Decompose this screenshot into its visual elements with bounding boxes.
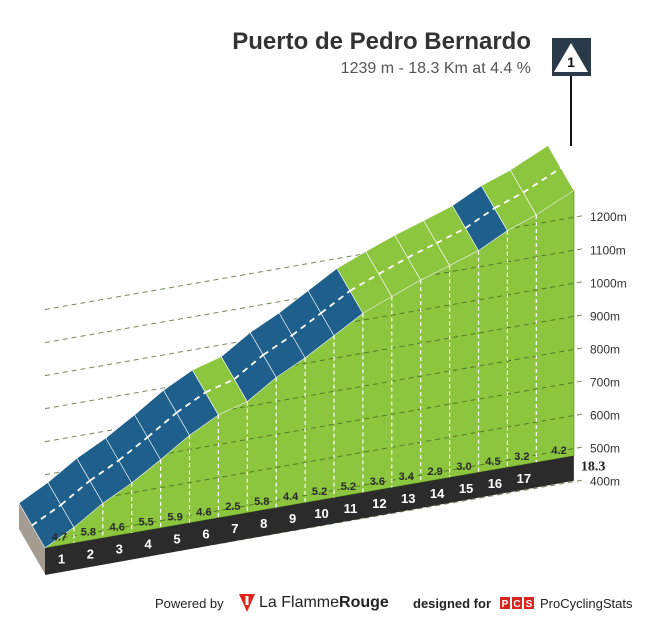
- km-label: 17: [517, 471, 531, 486]
- km-label: 1: [58, 551, 65, 566]
- gradient-label: 4.5: [485, 456, 500, 468]
- gradient-label: 3.2: [514, 451, 529, 463]
- pcs-badge-icon: P C S: [500, 597, 534, 610]
- gradient-label: 5.2: [312, 486, 327, 498]
- km-label: 7: [231, 521, 238, 536]
- road-centerline-13: [378, 256, 409, 275]
- gradient-label: 4.4: [283, 491, 299, 503]
- elevation-profile-chart: 400m 500m 600m 700m 800m 900m 1000m 1100m 1200m 1…: [18, 38, 627, 575]
- gradient-label: 5.8: [254, 496, 269, 508]
- km-label: 5: [173, 531, 180, 546]
- gradient-label: 2.9: [428, 466, 443, 478]
- gridline-600: [44, 413, 582, 509]
- y-tick-label: 700m: [590, 375, 620, 389]
- powered-by-text: Powered by: [155, 596, 224, 611]
- svg-text:P: P: [502, 599, 509, 610]
- gradient-label: 5.8: [81, 526, 96, 538]
- brand-light-text: La Flamme: [259, 594, 340, 611]
- base-layer: [45, 455, 574, 575]
- gradient-label: 5.5: [139, 516, 154, 528]
- gradient-label: 4.2: [551, 445, 566, 457]
- svg-text:S: S: [526, 599, 533, 610]
- road-centerline-14: [407, 242, 438, 259]
- km-label: 4: [145, 536, 153, 551]
- gridline-500: [44, 446, 582, 542]
- y-tick-label: 900m: [590, 309, 620, 323]
- y-tick-label: 1200m: [590, 210, 627, 224]
- km-label: 11: [344, 501, 358, 516]
- road-centerline-15: [436, 227, 466, 244]
- badge-triangle-icon: [554, 43, 588, 72]
- footer: Powered by La FlammeRouge designed for P…: [0, 592, 645, 616]
- y-tick-label: 800m: [590, 342, 620, 356]
- km-label: 12: [372, 496, 386, 511]
- km-label: 10: [314, 506, 328, 521]
- road-centerline-16: [464, 207, 495, 229]
- gridline-900: [44, 314, 582, 410]
- km-label: 13: [401, 491, 415, 506]
- road-centerline-6: [175, 391, 206, 414]
- road-centerline-9: [262, 334, 293, 356]
- y-tick-label: 500m: [590, 442, 620, 456]
- y-tick-label: 1000m: [590, 276, 627, 290]
- gradient-label: 5.9: [167, 511, 182, 523]
- km-label: 15: [459, 481, 473, 496]
- la-flamme-rouge-brand[interactable]: La FlammeRouge: [259, 594, 389, 612]
- road-centerline-3: [89, 459, 120, 482]
- gradient-label: 3.6: [370, 476, 385, 488]
- y-tick-label: 1100m: [590, 243, 626, 257]
- gradient-label: 3.4: [399, 471, 415, 483]
- gradient-label: 4.6: [110, 521, 125, 533]
- gradient-label: 4.6: [196, 506, 211, 518]
- start-wall: [19, 503, 45, 574]
- final-km-label: 18.3: [581, 460, 606, 475]
- road-centerline-18: [522, 167, 562, 194]
- road-centerline-7: [205, 378, 235, 394]
- climb-badge: 1: [552, 38, 591, 146]
- road-centerline-17: [493, 191, 524, 209]
- chart-subtitle: 1239 m - 18.3 Km at 4.4 %: [340, 60, 531, 77]
- gradient-label: 4.7: [52, 531, 67, 543]
- km-label: 2: [87, 546, 94, 561]
- y-tick-label: 400m: [590, 475, 620, 489]
- road-centerline-12: [349, 273, 380, 292]
- km-label: 16: [488, 476, 502, 491]
- km-label: 9: [289, 511, 296, 526]
- km-label: 14: [430, 486, 445, 501]
- brand-bold-text: Rouge: [339, 594, 389, 611]
- gradient-label: 2.5: [225, 501, 240, 513]
- svg-text:C: C: [513, 599, 520, 610]
- km-label: 8: [260, 516, 267, 531]
- road-layer: [18, 145, 575, 549]
- y-tick-label: 600m: [590, 409, 620, 423]
- chart-title: Puerto de Pedro Bernardo: [232, 28, 531, 55]
- km-label: 6: [202, 526, 209, 541]
- designed-for-text: designed for: [413, 596, 492, 611]
- la-flamme-rouge-logo-icon: [239, 594, 255, 612]
- procyclingstats-link[interactable]: ProCyclingStats: [540, 596, 633, 611]
- base-strip: [45, 455, 574, 575]
- km-label: 3: [116, 541, 123, 556]
- gradient-label: 5.2: [341, 481, 356, 493]
- badge-number: 1: [567, 54, 575, 70]
- road-centerline-1: [31, 504, 62, 527]
- gradient-label: 3.0: [456, 461, 471, 473]
- labels-layer: 400m 500m 600m 700m 800m 900m 1000m 1100m 1200m 1…: [52, 210, 627, 566]
